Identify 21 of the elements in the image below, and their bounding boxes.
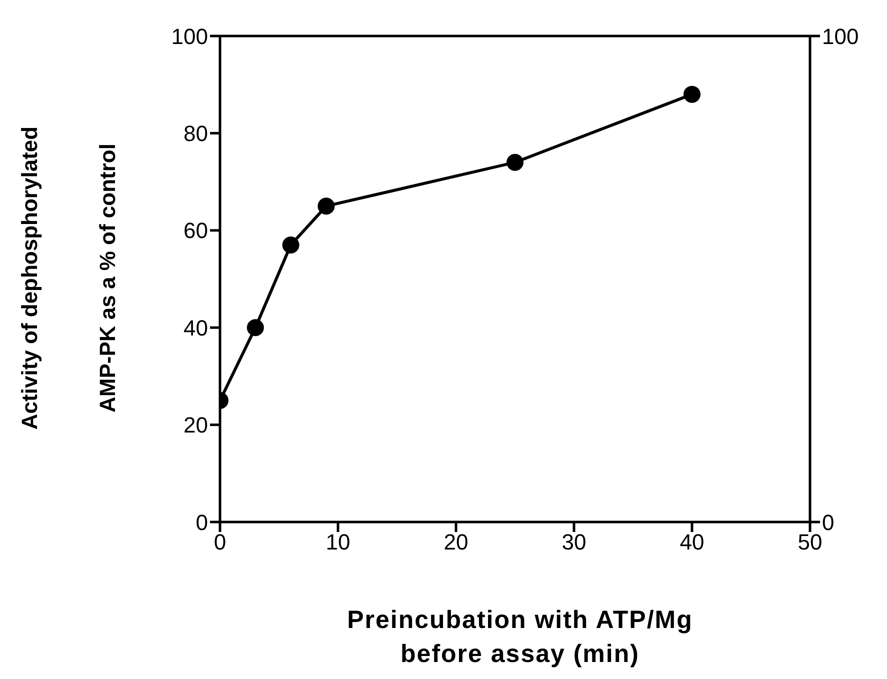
x-tick-label: 10: [326, 530, 350, 555]
y-tick-label: 0: [196, 510, 208, 535]
x-tick-label: 30: [562, 530, 586, 555]
x-tick-label: 50: [798, 530, 822, 555]
point: [246, 319, 264, 336]
y-tick-label: 80: [184, 121, 208, 146]
x-tick-label: 20: [444, 530, 468, 555]
y-tick-label: 100: [171, 24, 208, 49]
y2-tick-label: 100: [822, 24, 859, 49]
text: Activity of dephosphorylated AMP-PK as a % of control: [17, 126, 120, 430]
x-axis-title: Preincubation with ATP/Mg before assay (min): [346, 605, 694, 670]
point: [282, 236, 300, 254]
point: [684, 86, 700, 103]
x-tick-label: 40: [680, 530, 704, 555]
y-tick-label: 60: [184, 218, 208, 244]
y-tick-label: 40: [184, 315, 208, 340]
x-tick-label: 0: [214, 530, 226, 555]
y-tick-label: 20: [184, 412, 208, 438]
y2-tick-label: 0: [822, 510, 834, 535]
point: [506, 154, 524, 171]
point: [318, 198, 335, 215]
